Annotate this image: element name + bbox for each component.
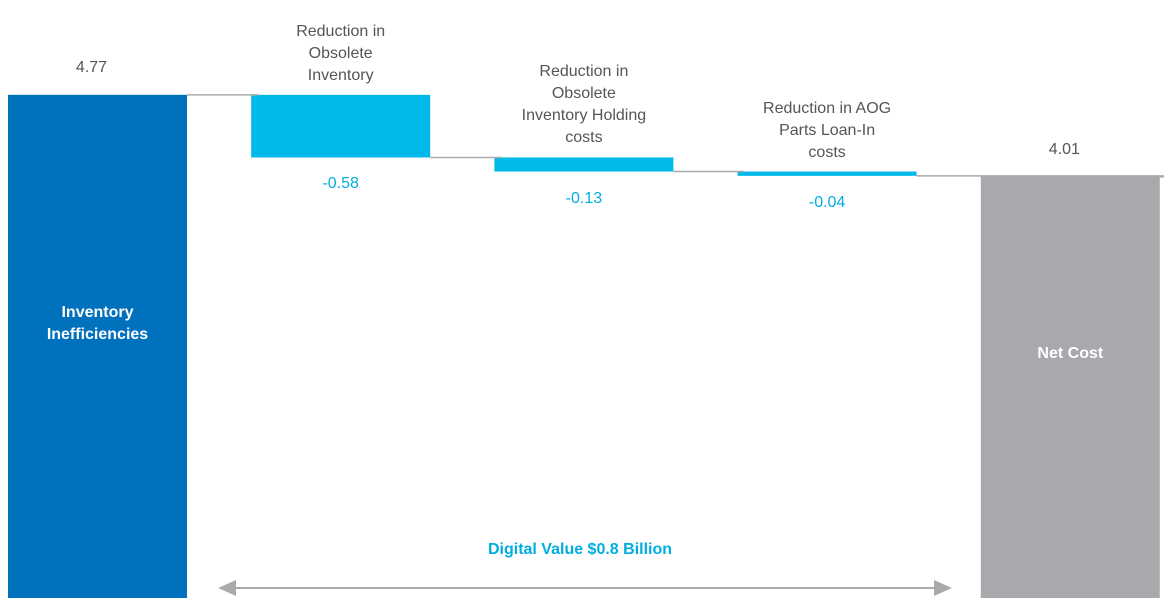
category-label: Reduction in Obsolete Inventory Holding … (521, 63, 647, 147)
bar (980, 176, 1160, 598)
category-label: Inventory Inefficiencies (46, 304, 149, 344)
annotation: Digital Value $0.8 Billion (487, 541, 673, 558)
category-label: Net Cost (1037, 345, 1104, 363)
value-label: -0.58 (322, 175, 359, 193)
category-label: Reduction in AOG Parts Loan-In costs (763, 99, 892, 161)
value-label: -0.04 (808, 193, 846, 211)
bar (251, 94, 431, 158)
value-label: -0.13 (565, 189, 603, 207)
bar (494, 157, 674, 172)
bar (737, 171, 917, 176)
value-label: 4.01 (1048, 140, 1080, 158)
value-label: 4.77 (75, 58, 108, 76)
category-label: Reduction in Obsolete Inventory (296, 22, 386, 84)
bar (8, 94, 187, 598)
